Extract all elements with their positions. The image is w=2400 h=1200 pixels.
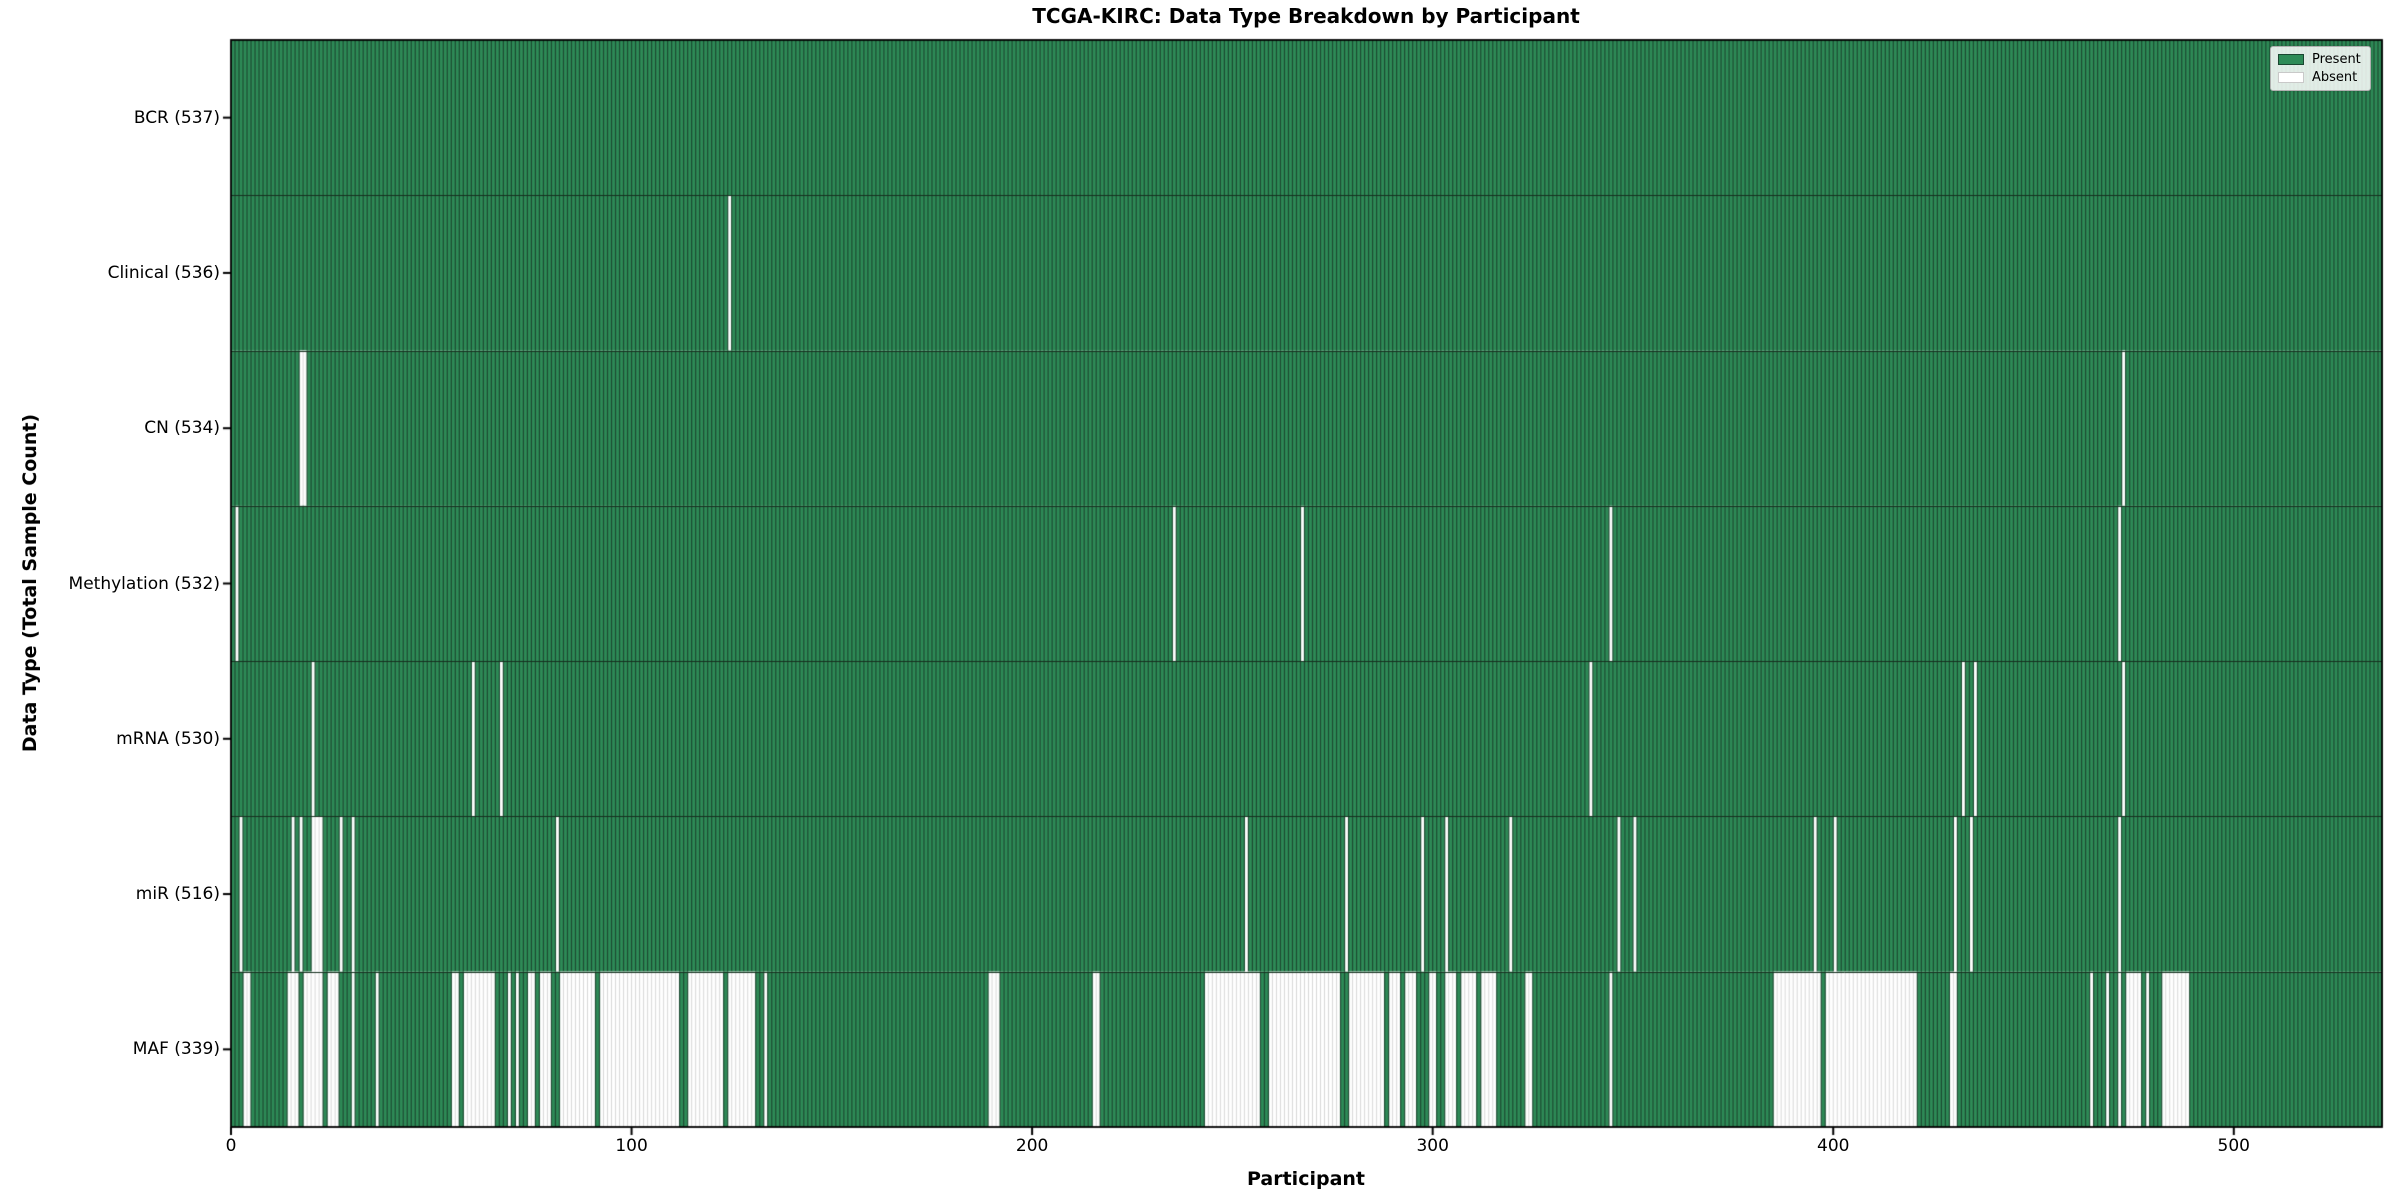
y-axis-label: Data Type (Total Sample Count) bbox=[19, 413, 41, 753]
x-tick-label: 500 bbox=[2217, 1136, 2251, 1156]
x-tick-label: 400 bbox=[1817, 1136, 1850, 1156]
x-axis-label: Participant bbox=[1246, 1168, 1366, 1190]
x-tick-label: 0 bbox=[225, 1136, 237, 1156]
y-tick-label: Clinical (536) bbox=[107, 262, 220, 283]
legend-absent-label: Absent bbox=[2312, 70, 2358, 85]
legend-entry-absent: Absent bbox=[2278, 71, 2361, 84]
x-tick-label: 200 bbox=[1015, 1136, 1049, 1156]
y-tick-label: mRNA (530) bbox=[116, 728, 220, 749]
x-tick-label: 100 bbox=[615, 1136, 648, 1156]
y-tick-label: miR (516) bbox=[135, 884, 220, 905]
legend-entry-present: Present bbox=[2278, 53, 2361, 66]
legend: Present Absent bbox=[2270, 46, 2371, 91]
y-tick-label: CN (534) bbox=[144, 418, 220, 439]
legend-present-swatch bbox=[2278, 54, 2304, 65]
y-tick-label: MAF (339) bbox=[132, 1039, 220, 1060]
legend-present-label: Present bbox=[2312, 52, 2361, 67]
chart-title: TCGA-KIRC: Data Type Breakdown by Partic… bbox=[1032, 4, 1580, 28]
y-tick-label: Methylation (532) bbox=[68, 573, 220, 594]
x-tick-label: 300 bbox=[1416, 1136, 1449, 1156]
y-tick-label: BCR (537) bbox=[133, 107, 220, 128]
legend-absent-swatch bbox=[2278, 72, 2304, 83]
